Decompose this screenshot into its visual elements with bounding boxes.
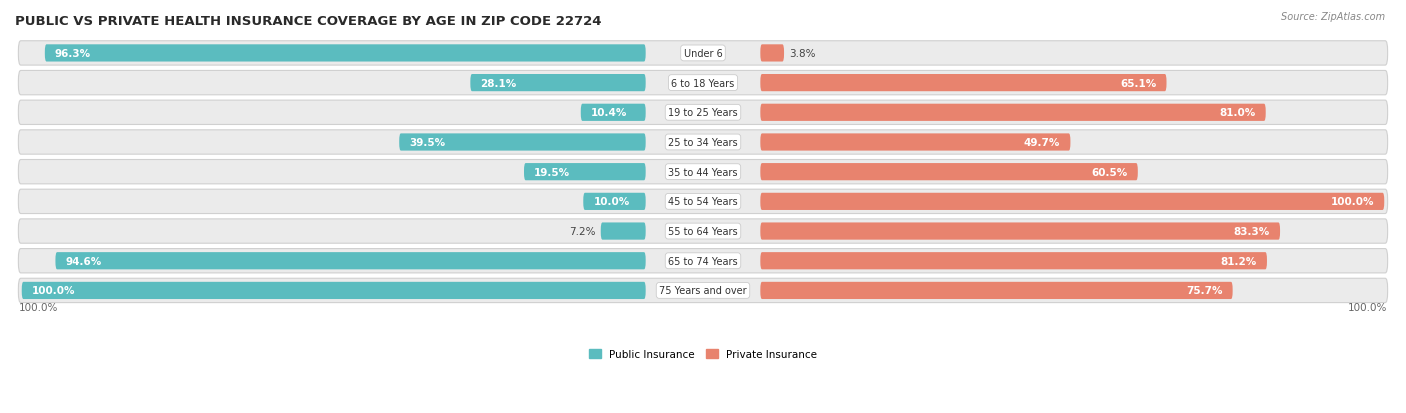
FancyBboxPatch shape [18,42,1388,66]
FancyBboxPatch shape [761,252,1267,270]
Text: 60.5%: 60.5% [1091,167,1128,177]
Text: 94.6%: 94.6% [66,256,101,266]
Text: 28.1%: 28.1% [481,78,517,88]
Legend: Public Insurance, Private Insurance: Public Insurance, Private Insurance [585,345,821,363]
FancyBboxPatch shape [399,134,645,151]
Text: PUBLIC VS PRIVATE HEALTH INSURANCE COVERAGE BY AGE IN ZIP CODE 22724: PUBLIC VS PRIVATE HEALTH INSURANCE COVER… [15,15,602,28]
Text: 83.3%: 83.3% [1233,226,1270,237]
FancyBboxPatch shape [600,223,645,240]
FancyBboxPatch shape [761,104,1265,121]
FancyBboxPatch shape [18,190,1388,214]
Text: 75.7%: 75.7% [1187,286,1223,296]
FancyBboxPatch shape [471,75,645,92]
FancyBboxPatch shape [524,164,645,181]
Text: 39.5%: 39.5% [409,138,446,147]
FancyBboxPatch shape [45,45,645,62]
Text: 100.0%: 100.0% [18,302,58,312]
FancyBboxPatch shape [18,219,1388,244]
Text: 45 to 54 Years: 45 to 54 Years [668,197,738,207]
FancyBboxPatch shape [18,279,1388,303]
Text: Source: ZipAtlas.com: Source: ZipAtlas.com [1281,12,1385,22]
Text: 3.8%: 3.8% [789,49,815,59]
Text: Under 6: Under 6 [683,49,723,59]
Text: 65.1%: 65.1% [1121,78,1156,88]
FancyBboxPatch shape [18,249,1388,273]
Text: 75 Years and over: 75 Years and over [659,286,747,296]
Text: 96.3%: 96.3% [55,49,91,59]
Text: 19.5%: 19.5% [534,167,571,177]
FancyBboxPatch shape [18,101,1388,125]
Text: 81.0%: 81.0% [1219,108,1256,118]
FancyBboxPatch shape [583,193,645,211]
FancyBboxPatch shape [761,223,1279,240]
Text: 25 to 34 Years: 25 to 34 Years [668,138,738,147]
FancyBboxPatch shape [761,193,1385,211]
FancyBboxPatch shape [18,160,1388,184]
Text: 100.0%: 100.0% [1348,302,1388,312]
Text: 100.0%: 100.0% [1330,197,1374,207]
FancyBboxPatch shape [761,75,1167,92]
FancyBboxPatch shape [21,282,645,299]
Text: 81.2%: 81.2% [1220,256,1257,266]
Text: 35 to 44 Years: 35 to 44 Years [668,167,738,177]
Text: 7.2%: 7.2% [569,226,595,237]
FancyBboxPatch shape [761,45,785,62]
FancyBboxPatch shape [761,164,1137,181]
FancyBboxPatch shape [761,134,1070,151]
FancyBboxPatch shape [581,104,645,121]
FancyBboxPatch shape [18,131,1388,155]
Text: 65 to 74 Years: 65 to 74 Years [668,256,738,266]
Text: 49.7%: 49.7% [1024,138,1060,147]
FancyBboxPatch shape [761,282,1233,299]
Text: 10.0%: 10.0% [593,197,630,207]
FancyBboxPatch shape [18,71,1388,95]
Text: 6 to 18 Years: 6 to 18 Years [672,78,734,88]
FancyBboxPatch shape [55,252,645,270]
Text: 55 to 64 Years: 55 to 64 Years [668,226,738,237]
Text: 19 to 25 Years: 19 to 25 Years [668,108,738,118]
Text: 10.4%: 10.4% [591,108,627,118]
Text: 100.0%: 100.0% [32,286,76,296]
